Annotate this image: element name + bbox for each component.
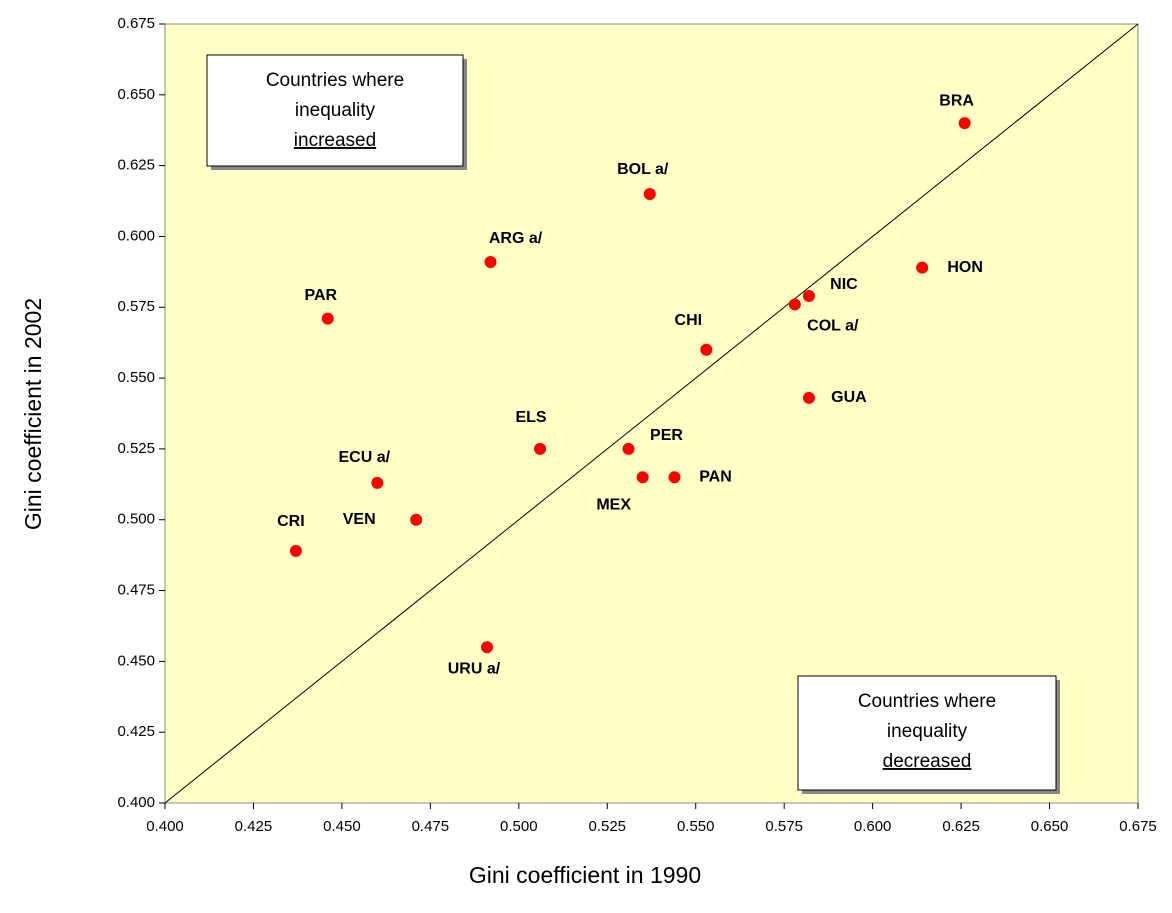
point bbox=[916, 261, 929, 274]
point bbox=[700, 343, 713, 356]
x-tick-label: 0.500 bbox=[500, 818, 538, 835]
point-label: BRA bbox=[939, 92, 974, 109]
point bbox=[289, 544, 302, 557]
annotation-text: inequality bbox=[295, 100, 376, 121]
y-axis-title: Gini coefficient in 2002 bbox=[20, 298, 46, 530]
point bbox=[643, 187, 656, 200]
x-tick-label: 0.400 bbox=[146, 818, 184, 835]
x-tick-label: 0.425 bbox=[235, 818, 273, 835]
annotation-text: decreased bbox=[883, 751, 972, 772]
point-label: PAN bbox=[699, 468, 732, 485]
equality-line bbox=[164, 23, 1139, 804]
point bbox=[802, 289, 815, 302]
point bbox=[534, 442, 547, 455]
point bbox=[668, 471, 681, 484]
point bbox=[788, 298, 801, 311]
point bbox=[622, 442, 635, 455]
point-label: BOL a/ bbox=[617, 161, 669, 178]
point bbox=[484, 255, 497, 268]
point bbox=[410, 513, 423, 526]
point-label: HON bbox=[947, 259, 983, 276]
point-label: ECU a/ bbox=[339, 449, 391, 466]
x-tick-label: 0.575 bbox=[765, 818, 803, 835]
point-label: PAR bbox=[304, 287, 337, 304]
point bbox=[636, 471, 649, 484]
x-tick-label: 0.450 bbox=[323, 818, 361, 835]
point bbox=[802, 391, 815, 404]
point-label: ELS bbox=[515, 409, 546, 426]
point-label: PER bbox=[650, 427, 683, 444]
annotation-text: inequality bbox=[887, 721, 968, 742]
point-label: NIC bbox=[830, 276, 858, 293]
x-tick-label: 0.625 bbox=[942, 818, 980, 835]
annotation-text: Countries where bbox=[858, 691, 996, 712]
y-tick-label: 0.650 bbox=[117, 86, 155, 103]
y-tick-label: 0.625 bbox=[117, 157, 155, 174]
point bbox=[480, 641, 493, 654]
point-label: VEN bbox=[343, 511, 376, 528]
x-axis-title: Gini coefficient in 1990 bbox=[469, 862, 701, 888]
point-label: URU a/ bbox=[448, 660, 501, 677]
point-label: ARG a/ bbox=[489, 230, 543, 247]
annotation-box bbox=[206, 54, 464, 167]
point-label: CRI bbox=[277, 513, 305, 530]
y-tick-label: 0.675 bbox=[117, 15, 155, 32]
point bbox=[371, 476, 384, 489]
y-tick-label: 0.450 bbox=[117, 652, 155, 669]
point-label: MEX bbox=[596, 496, 631, 513]
y-tick-label: 0.525 bbox=[117, 440, 155, 457]
point-label: GUA bbox=[831, 389, 867, 406]
y-tick-label: 0.600 bbox=[117, 227, 155, 244]
y-tick-label: 0.400 bbox=[117, 794, 155, 811]
point bbox=[958, 117, 971, 130]
x-tick-label: 0.525 bbox=[588, 818, 626, 835]
point bbox=[321, 312, 334, 325]
x-tick-label: 0.475 bbox=[412, 818, 450, 835]
y-tick-label: 0.425 bbox=[117, 723, 155, 740]
x-tick-label: 0.675 bbox=[1119, 818, 1157, 835]
x-tick-label: 0.650 bbox=[1031, 818, 1069, 835]
y-tick-label: 0.500 bbox=[117, 511, 155, 528]
annotation-text: Countries where bbox=[266, 70, 404, 91]
annotation-box bbox=[797, 675, 1057, 791]
y-tick-label: 0.550 bbox=[117, 369, 155, 386]
point-label: CHI bbox=[675, 312, 703, 329]
x-tick-label: 0.550 bbox=[677, 818, 715, 835]
annotation-text: increased bbox=[294, 130, 376, 151]
y-tick-label: 0.575 bbox=[117, 298, 155, 315]
x-tick-label: 0.600 bbox=[854, 818, 892, 835]
y-tick-label: 0.475 bbox=[117, 582, 155, 599]
point-label: COL a/ bbox=[807, 318, 859, 335]
